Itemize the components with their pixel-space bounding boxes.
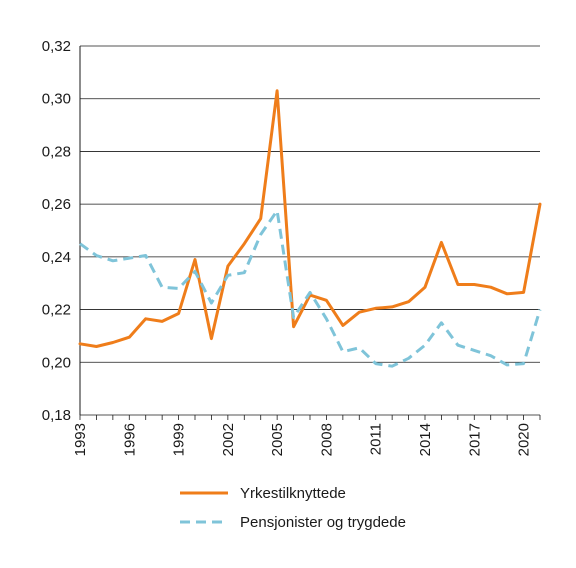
y-tick-label: 0,18	[42, 407, 71, 424]
x-tick-label: 2008	[318, 423, 335, 456]
plot-area	[78, 89, 542, 368]
legend-label-2: Pensjonister og trygdede	[240, 514, 406, 531]
y-tick-label: 0,26	[42, 196, 71, 213]
series-line-2	[79, 209, 542, 368]
y-tick-label: 0,28	[42, 143, 71, 160]
y-axis: 0,18 0,20 0,22 0,24 0,26 0,28 0,30 0,32	[42, 38, 81, 424]
x-tick-label: 1996	[121, 423, 138, 456]
x-axis: 1993 1996 1999 2002 2005 2008 2011 2014 2017 2020	[72, 415, 541, 456]
x-tick-label: 2005	[269, 423, 286, 456]
series-line-1	[78, 89, 542, 348]
y-tick-label: 0,24	[42, 249, 71, 266]
y-tick-label: 0,30	[42, 91, 71, 108]
x-tick-label: 1993	[72, 423, 89, 456]
y-tick-label: 0,32	[42, 38, 71, 55]
x-tick-label: 2002	[220, 423, 237, 456]
legend-label-1: Yrkestilknyttede	[240, 485, 346, 502]
x-tick-label: 1999	[171, 423, 188, 456]
x-tick-label: 2014	[417, 423, 434, 456]
x-tick-label: 2020	[516, 423, 533, 456]
legend: Yrkestilknyttede Pensjonister og trygdede	[180, 485, 406, 531]
x-tick-label: 2017	[466, 423, 483, 456]
y-tick-label: 0,20	[42, 354, 71, 371]
y-tick-label: 0,22	[42, 302, 71, 319]
x-tick-label: 2011	[368, 423, 385, 455]
gridlines	[80, 45, 540, 416]
